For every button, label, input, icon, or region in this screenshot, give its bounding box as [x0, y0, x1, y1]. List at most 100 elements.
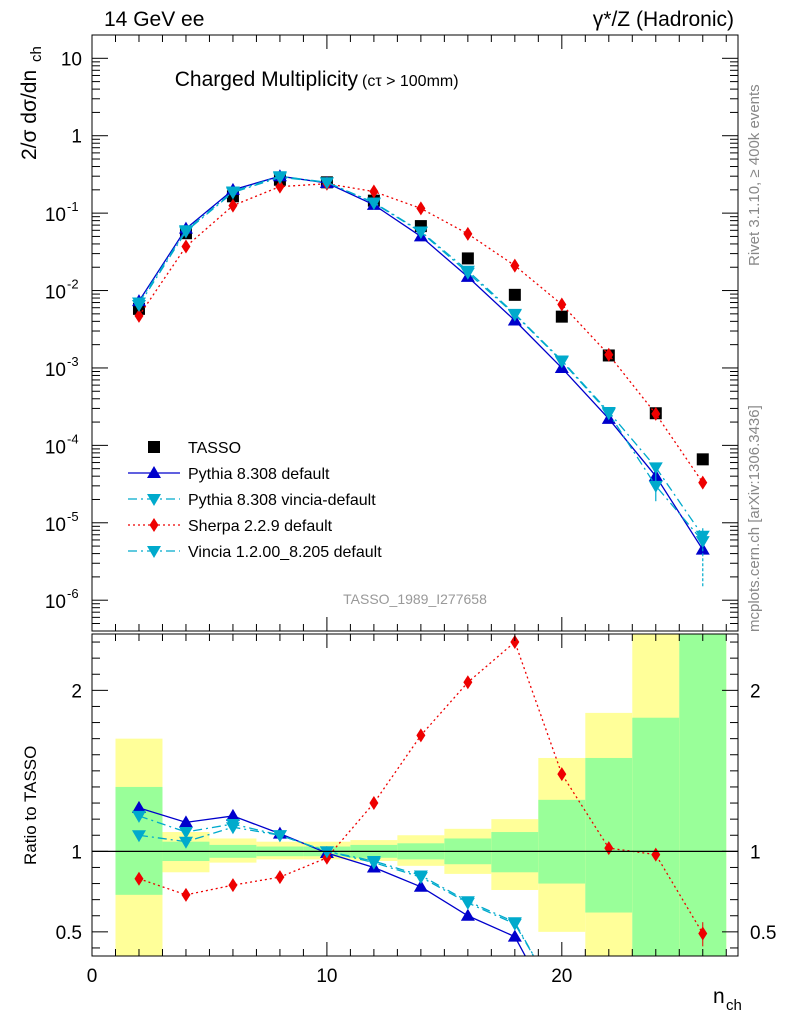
y-axis-label-main-sub-text: ch [28, 46, 45, 62]
series-point-3 [698, 475, 708, 490]
series-point-4 [507, 309, 522, 322]
header-right: γ*/Z (Hadronic) [592, 8, 734, 31]
series-point-4 [319, 177, 334, 190]
series-point-4 [601, 408, 616, 421]
series-point-4 [695, 536, 710, 549]
series-point-3 [604, 347, 614, 362]
y-tick-label: 10 [61, 49, 82, 70]
series-point-3 [181, 239, 191, 254]
band-green [538, 799, 586, 884]
ratio-point-3 [131, 830, 146, 843]
plot-title-sub: (cτ > 100mm) [362, 73, 459, 90]
x-tick-label: 0 [87, 966, 98, 987]
main-frame [91, 34, 739, 632]
ratio-point-2 [510, 635, 520, 650]
y-tick-label: 10 [45, 437, 66, 458]
side-text-bottom: mcplots.cern.ch [arXiv:1306.3436] [746, 405, 763, 632]
legend-marker [149, 518, 159, 532]
series-point-3 [134, 308, 144, 323]
y-tick-label: 1 [71, 127, 82, 148]
legend-label: Pythia 8.308 vincia-default [188, 492, 376, 509]
legend-label: TASSO [188, 440, 241, 457]
series-point-4 [366, 198, 381, 211]
data-point-tasso [696, 453, 709, 466]
y-tick-label-ratio-right: 1 [750, 842, 761, 863]
ratio-point-2 [228, 878, 238, 893]
y-tick-exponent: -1 [67, 199, 79, 214]
y-axis-label-main-sub: ch [28, 46, 45, 62]
y-tick-label-ratio: 0.5 [56, 923, 82, 944]
series-point-3 [228, 198, 238, 213]
ratio-plot-series [131, 635, 708, 956]
y-tick-exponent: -4 [67, 431, 79, 446]
ratio-point-3 [507, 918, 522, 931]
ratio-point-2 [369, 796, 379, 811]
series-point-3 [369, 184, 379, 199]
series-point-3 [463, 226, 473, 241]
plot-title: Charged Multiplicity [175, 68, 359, 91]
x-tick-label: 20 [551, 966, 572, 987]
band-green [632, 717, 680, 956]
y-tick-label: 10 [45, 283, 66, 304]
ratio-point-2 [557, 767, 567, 782]
legend-label: Pythia 8.308 default [188, 466, 330, 483]
y-tick-label-ratio: 1 [71, 842, 82, 863]
ratio-point-3 [272, 830, 287, 843]
y-tick-label: 10 [45, 592, 66, 613]
main-plot-series [131, 169, 710, 587]
band-green [679, 634, 727, 956]
ratio-point-0 [178, 815, 193, 828]
series-point-4 [413, 227, 428, 240]
legend-marker [147, 466, 161, 478]
legend-marker [147, 546, 161, 558]
ratio-point-3 [460, 897, 475, 910]
ratio-point-1 [178, 827, 193, 840]
ratio-point-2 [181, 887, 191, 902]
ratio-uncertainty-bands [115, 634, 727, 956]
y-axis-label-main-text: 2/σ dσ/dn [18, 70, 41, 160]
y-axis-label-main: 2/σ dσ/dn [18, 70, 41, 160]
x-axis-label-sub: ch [726, 997, 742, 1014]
ratio-point-3 [413, 872, 428, 885]
legend-label: Sherpa 2.2.9 default [188, 518, 333, 535]
header-left: 14 GeV ee [104, 8, 205, 31]
ratio-point-3 [225, 822, 240, 835]
legend-marker [147, 494, 161, 506]
ratio-point-1 [131, 810, 146, 823]
ratio-point-3 [319, 846, 334, 859]
ratio-point-0 [413, 879, 428, 892]
side-text-top: Rivet 3.1.10, ≥ 400k events [746, 84, 763, 266]
data-point-tasso [508, 288, 521, 301]
y-tick-label: 10 [45, 515, 66, 536]
legend-label: Vincia 1.2.00_8.205 default [188, 544, 382, 561]
ratio-point-2 [463, 675, 473, 690]
y-tick-exponent: -6 [67, 586, 79, 601]
series-point-4 [178, 226, 193, 239]
series-point-3 [510, 258, 520, 273]
ratio-point-3 [366, 857, 381, 870]
legend-marker-tasso [148, 441, 160, 453]
series-point-3 [275, 179, 285, 194]
ratio-point-2 [416, 728, 426, 743]
y-tick-label-ratio-right: 0.5 [750, 923, 776, 944]
y-tick-label-ratio-right: 2 [750, 681, 761, 702]
series-point-3 [557, 297, 567, 312]
legend: TASSO Pythia 8.308 default Pythia 8.308 vi… [128, 440, 382, 561]
watermark: TASSO_1989_I277658 [343, 591, 487, 607]
ratio-point-0 [507, 929, 522, 942]
series-point-4 [460, 267, 475, 280]
series-point-4 [131, 300, 146, 313]
ratio-frame [91, 633, 739, 957]
y-tick-label: 10 [45, 360, 66, 381]
ratio-point-2 [275, 870, 285, 885]
x-tick-label: 10 [316, 966, 337, 987]
series-point-4 [554, 356, 569, 369]
y-tick-exponent: -5 [67, 509, 79, 524]
band-green [585, 757, 633, 913]
x-axis-label: n [713, 985, 725, 1008]
series-point-4 [225, 187, 240, 200]
ratio-point-0 [460, 908, 475, 921]
ratio-point-2 [134, 871, 144, 886]
